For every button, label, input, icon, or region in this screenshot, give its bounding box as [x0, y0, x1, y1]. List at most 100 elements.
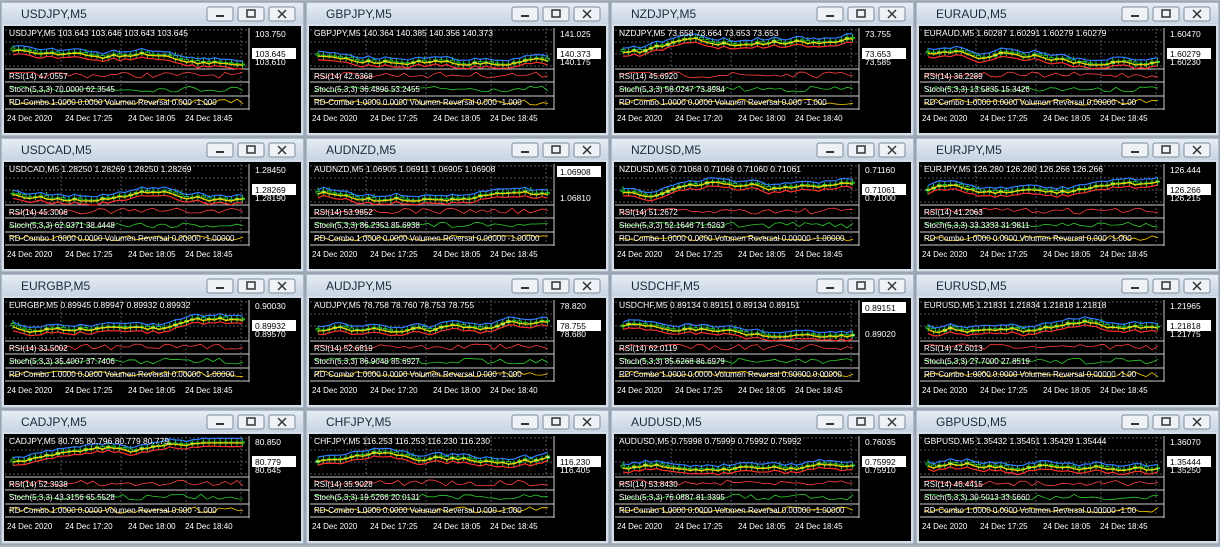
maximize-button[interactable]	[847, 278, 875, 294]
minimize-button[interactable]	[1121, 278, 1149, 294]
close-button[interactable]	[1183, 414, 1211, 430]
maximize-button[interactable]	[542, 278, 570, 294]
minimize-button[interactable]	[1121, 6, 1149, 22]
maximize-button-face[interactable]	[847, 142, 875, 158]
minimize-button-face[interactable]	[206, 278, 234, 294]
minimize-button-face[interactable]	[511, 414, 539, 430]
oscillator-line	[923, 98, 1159, 106]
close-button[interactable]	[268, 414, 296, 430]
minimize-button[interactable]	[206, 142, 234, 158]
candle-body	[850, 36, 856, 39]
maximize-button[interactable]	[847, 6, 875, 22]
maximize-button-face[interactable]	[237, 278, 265, 294]
maximize-button[interactable]	[847, 414, 875, 430]
maximize-button-face[interactable]	[237, 414, 265, 430]
close-button[interactable]	[268, 142, 296, 158]
maximize-button-face[interactable]	[542, 142, 570, 158]
candle-body	[799, 39, 805, 42]
close-button[interactable]	[878, 142, 906, 158]
minimize-button-face[interactable]	[1121, 278, 1149, 294]
close-button[interactable]	[573, 414, 601, 430]
candle-body	[156, 326, 162, 329]
minimize-button-face[interactable]	[206, 6, 234, 22]
maximize-button[interactable]	[237, 414, 265, 430]
maximize-button-face[interactable]	[1152, 6, 1180, 22]
oscillator-line	[313, 234, 549, 242]
minimize-button[interactable]	[511, 6, 539, 22]
window-title: EURGBP,M5	[21, 279, 90, 293]
minimize-button-face[interactable]	[1121, 414, 1149, 430]
minimize-button[interactable]	[816, 414, 844, 430]
close-button[interactable]	[573, 278, 601, 294]
close-button[interactable]	[268, 278, 296, 294]
maximize-button-face[interactable]	[542, 6, 570, 22]
close-button[interactable]	[878, 414, 906, 430]
minimize-button[interactable]	[1121, 142, 1149, 158]
maximize-button[interactable]	[237, 6, 265, 22]
candle-body	[970, 52, 976, 56]
minimize-button-face[interactable]	[816, 278, 844, 294]
minimize-button[interactable]	[206, 414, 234, 430]
close-button[interactable]	[1183, 278, 1211, 294]
candle-body	[55, 51, 61, 55]
minimize-button-face[interactable]	[206, 414, 234, 430]
minimize-button[interactable]	[1121, 414, 1149, 430]
candle-body	[704, 327, 710, 330]
close-button[interactable]	[268, 6, 296, 22]
maximize-button[interactable]	[847, 142, 875, 158]
minimize-button-face[interactable]	[1121, 6, 1149, 22]
minimize-button[interactable]	[511, 414, 539, 430]
maximize-button[interactable]	[542, 414, 570, 430]
minimize-button-face[interactable]	[816, 6, 844, 22]
maximize-button-face[interactable]	[1152, 414, 1180, 430]
candle-body	[1048, 57, 1054, 60]
minimize-button-face[interactable]	[511, 6, 539, 22]
close-button[interactable]	[1183, 142, 1211, 158]
candle-body	[10, 47, 16, 51]
maximize-button[interactable]	[542, 142, 570, 158]
maximize-button-face[interactable]	[847, 278, 875, 294]
maximize-button-face[interactable]	[847, 6, 875, 22]
icon	[1192, 417, 1202, 427]
minimize-button[interactable]	[511, 278, 539, 294]
maximize-button[interactable]	[237, 142, 265, 158]
close-button[interactable]	[878, 6, 906, 22]
maximize-button-face[interactable]	[1152, 142, 1180, 158]
candle-body	[1155, 325, 1161, 328]
time-label: 24 Dec 18:05	[128, 250, 176, 259]
maximize-button-face[interactable]	[1152, 278, 1180, 294]
minimize-button[interactable]	[816, 142, 844, 158]
maximize-button-face[interactable]	[237, 142, 265, 158]
minimize-button-face[interactable]	[206, 142, 234, 158]
maximize-button-face[interactable]	[542, 278, 570, 294]
maximize-button[interactable]	[1152, 278, 1180, 294]
close-button[interactable]	[573, 142, 601, 158]
minimize-button[interactable]	[206, 6, 234, 22]
maximize-button[interactable]	[542, 6, 570, 22]
candle-body	[438, 455, 444, 458]
maximize-button-face[interactable]	[542, 414, 570, 430]
maximize-button-face[interactable]	[237, 6, 265, 22]
minimize-button-face[interactable]	[511, 142, 539, 158]
minimize-button[interactable]	[511, 142, 539, 158]
minimize-button[interactable]	[206, 278, 234, 294]
close-button[interactable]	[573, 6, 601, 22]
minimize-button[interactable]	[816, 6, 844, 22]
maximize-button[interactable]	[1152, 414, 1180, 430]
maximize-button-face[interactable]	[847, 414, 875, 430]
minimize-button-face[interactable]	[511, 278, 539, 294]
price-label: 103.750	[255, 29, 286, 39]
close-button[interactable]	[878, 278, 906, 294]
minimize-button-face[interactable]	[816, 414, 844, 430]
window-title: EURUSD,M5	[936, 279, 1007, 293]
maximize-button[interactable]	[237, 278, 265, 294]
candle-body	[144, 51, 150, 55]
minimize-button-face[interactable]	[1121, 142, 1149, 158]
rsi-label: RSI(14) 42.6013	[924, 344, 983, 353]
minimize-button-face[interactable]	[816, 142, 844, 158]
oscillator-line	[618, 506, 854, 514]
maximize-button[interactable]	[1152, 6, 1180, 22]
close-button[interactable]	[1183, 6, 1211, 22]
minimize-button[interactable]	[816, 278, 844, 294]
maximize-button[interactable]	[1152, 142, 1180, 158]
